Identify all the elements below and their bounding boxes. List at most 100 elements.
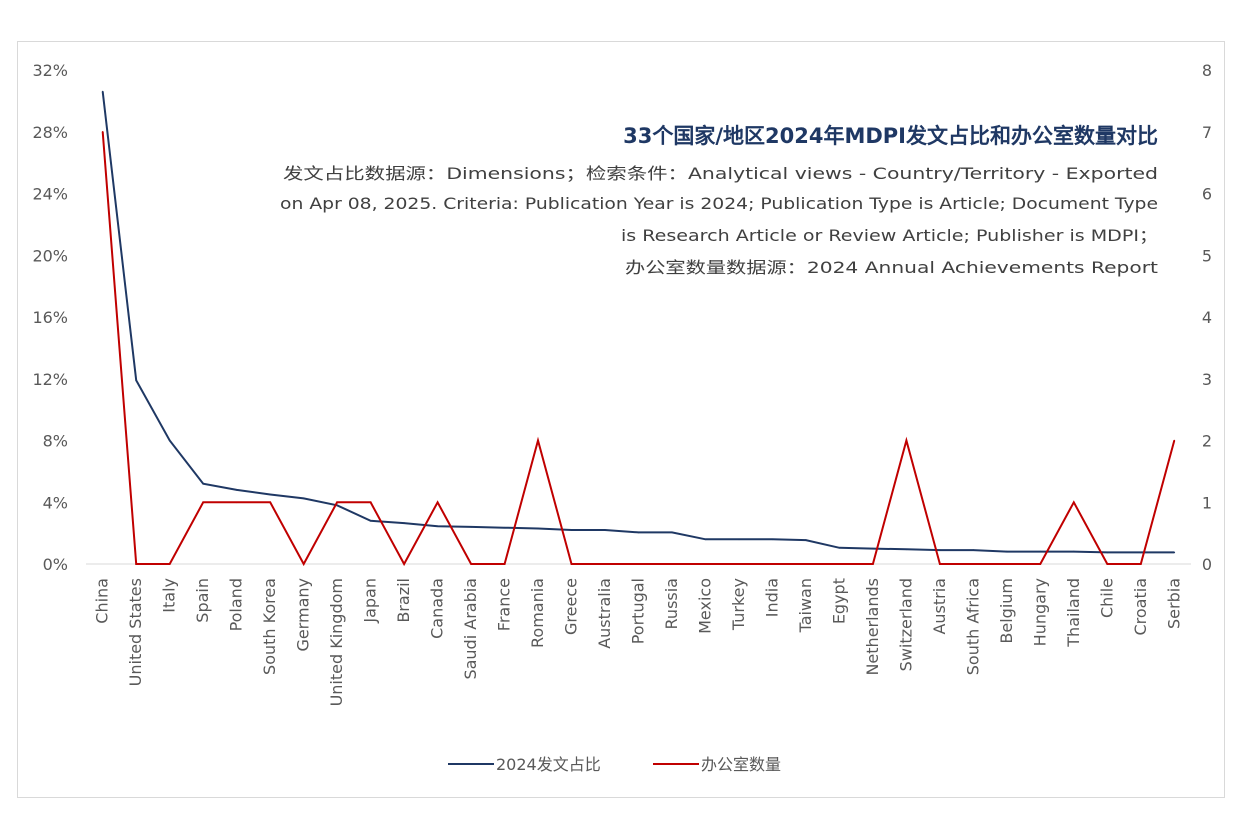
data-point-office-count [805, 563, 807, 565]
data-point-office-count [101, 131, 104, 133]
data-point-publication-share [637, 531, 640, 534]
left-axis-tick-label: 4% [43, 493, 68, 512]
data-point-office-count [135, 563, 137, 565]
data-point-office-count [604, 563, 606, 565]
data-point-publication-share [972, 549, 975, 551]
x-axis-category-label: Spain [193, 578, 212, 623]
x-axis-category-label: Turkey [729, 578, 748, 631]
x-axis-category-label: India [762, 578, 781, 617]
left-axis-tick-label: 0% [43, 555, 68, 574]
x-axis-category-label: United States [126, 578, 145, 686]
data-point-publication-share [939, 549, 941, 551]
data-point-publication-share [269, 493, 271, 496]
data-point-office-count [872, 563, 874, 565]
data-point-office-count [1073, 501, 1075, 504]
data-point-publication-share [604, 529, 606, 531]
data-point-publication-share [1106, 551, 1109, 554]
x-axis-category-label: Italy [160, 578, 179, 613]
data-point-publication-share [1140, 551, 1142, 554]
data-point-publication-share [1006, 550, 1008, 553]
data-point-office-count [403, 563, 405, 565]
data-point-office-count [168, 563, 171, 565]
data-point-publication-share [168, 439, 171, 442]
data-point-publication-share [570, 529, 573, 531]
legend: 2024发文占比 办公室数量 [448, 755, 781, 774]
right-axis-tick-label: 4 [1202, 308, 1212, 327]
right-axis-tick-label: 3 [1202, 370, 1212, 389]
x-axis-category-label: Romania [528, 578, 547, 648]
x-axis-category-label: Belgium [997, 578, 1016, 644]
data-point-office-count [637, 563, 640, 565]
data-point-office-count [1006, 563, 1008, 565]
data-point-office-count [972, 563, 975, 565]
data-point-office-count [1106, 563, 1109, 565]
right-axis-tick-label: 8 [1202, 61, 1212, 80]
data-point-publication-share [235, 489, 238, 491]
data-point-office-count [503, 563, 506, 565]
data-point-office-count [302, 563, 305, 565]
x-axis-category-label: Austria [930, 578, 949, 635]
data-point-office-count [1173, 439, 1176, 442]
chart-title: 33个国家/地区2024年MDPI发文占比和办公室数量对比 [623, 124, 1158, 148]
data-point-publication-share [135, 379, 137, 382]
x-axis-category-label: Russia [662, 578, 681, 629]
data-point-office-count [336, 501, 338, 504]
series-line-publication-share [101, 91, 1175, 554]
x-axis-category-label: Chile [1097, 578, 1116, 618]
x-axis-category-label: Croatia [1131, 578, 1150, 636]
x-axis-category-label: South Korea [260, 578, 279, 675]
data-point-office-count [369, 501, 372, 504]
x-axis-category-label: Hungary [1030, 578, 1049, 646]
left-axis-tick-label: 16% [32, 308, 68, 327]
x-axis-category-label: Canada [428, 578, 447, 639]
x-axis-category-label: Netherlands [863, 578, 882, 676]
data-point-publication-share [470, 526, 472, 528]
data-point-publication-share [1173, 551, 1176, 554]
legend-label-offices: 办公室数量 [701, 755, 781, 774]
data-point-office-count [202, 501, 204, 504]
x-axis-category-label: Thailand [1064, 578, 1083, 648]
data-point-publication-share [704, 538, 707, 541]
data-point-publication-share [872, 547, 874, 550]
data-point-publication-share [905, 548, 908, 551]
data-point-office-count [838, 563, 841, 565]
data-point-office-count [537, 439, 539, 442]
data-point-publication-share [436, 525, 439, 527]
data-point-office-count [269, 501, 271, 504]
right-axis-tick-label: 7 [1202, 123, 1212, 142]
legend-label-share: 2024发文占比 [496, 755, 601, 774]
data-point-publication-share [805, 539, 807, 541]
left-axis-tick-label: 20% [32, 246, 68, 265]
data-point-office-count [671, 563, 673, 565]
x-axis-category-label: Switzerland [896, 578, 915, 671]
data-point-office-count [570, 563, 573, 565]
data-point-office-count [1140, 563, 1142, 565]
x-axis-category-label: South Africa [963, 578, 982, 675]
x-axis-category-label: Greece [562, 578, 581, 635]
data-point-office-count [1039, 563, 1042, 565]
data-point-office-count [939, 563, 941, 565]
data-point-publication-share [1039, 550, 1042, 553]
data-point-publication-share [503, 526, 506, 529]
data-point-publication-share [202, 482, 204, 485]
x-axis-category-label: Saudi Arabia [461, 578, 480, 680]
x-axis-category-label: Serbia [1164, 578, 1183, 629]
x-axis-category-label: Germany [294, 578, 313, 652]
left-axis-tick-label: 12% [32, 370, 68, 389]
data-point-publication-share [101, 90, 104, 93]
x-axis-category-labels: China United States Italy Spain Poland South … [93, 578, 1184, 706]
left-axis-tick-label: 28% [32, 123, 68, 142]
x-axis-category-label: Egypt [829, 578, 848, 624]
data-point-publication-share [838, 547, 841, 549]
data-point-publication-share [369, 520, 372, 522]
chart-frame: 0% 4% 8% 12% 16% 20% 24% 28% 32% 0 1 2 3 4 5 6 7 8 China… [17, 41, 1225, 798]
data-point-publication-share [738, 538, 740, 541]
left-axis-tick-label: 8% [43, 432, 68, 451]
chart-subtitle-line-3: is Research Article or Review Article; P… [621, 226, 1158, 245]
x-axis-category-label: France [495, 578, 514, 631]
right-axis-tick-label: 2 [1202, 432, 1212, 451]
left-axis-tick-label: 24% [32, 185, 68, 204]
right-axis-tick-label: 6 [1202, 185, 1212, 204]
x-axis-category-label: Taiwan [796, 578, 815, 633]
data-point-office-count [436, 501, 439, 504]
